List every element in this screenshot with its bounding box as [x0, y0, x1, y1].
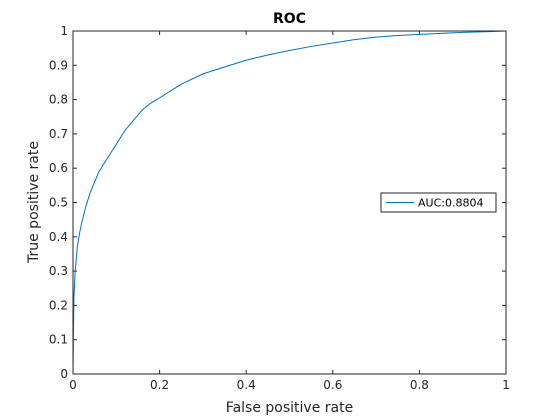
series-layer: [72, 30, 507, 375]
y-tick-label: 0.7: [49, 127, 68, 141]
y-tick-label: 0: [60, 367, 68, 381]
axis-tick-labels: 0 0.2 0.4 0.6 0.8 1 0 0.1 0.2 0.3 0.4 0.5 0.6 0.7 0.8 0…: [49, 24, 510, 392]
legend-entry: AUC:0.8804: [418, 197, 483, 210]
x-tick-label: 0.4: [237, 378, 256, 392]
y-tick-label: 0.1: [49, 333, 68, 347]
y-tick-label: 0.5: [49, 196, 68, 210]
x-tick-label: 0.2: [150, 378, 169, 392]
x-tick-label: 1: [502, 378, 510, 392]
roc-curve: [72, 30, 507, 375]
x-tick-label: 0.6: [323, 378, 342, 392]
y-tick-label: 0.8: [49, 93, 68, 107]
y-axis-label: True positive rate: [26, 141, 42, 264]
y-tick-label: 0.9: [49, 58, 68, 72]
y-tick-label: 0.4: [49, 230, 68, 244]
y-tick-label: 0.3: [49, 264, 68, 278]
chart-title: ROC: [273, 11, 306, 27]
plot-frame: [72, 30, 507, 375]
y-tick-label: 0.6: [49, 161, 68, 175]
y-tick-label: 1: [60, 24, 68, 38]
y-tick-label: 0.2: [49, 298, 68, 312]
x-axis-label: False positive rate: [226, 400, 353, 416]
x-tick-label: 0.8: [410, 378, 429, 392]
legend: AUC:0.8804: [380, 192, 497, 213]
legend-box: [380, 192, 497, 213]
x-tick-label: 0: [69, 378, 77, 392]
